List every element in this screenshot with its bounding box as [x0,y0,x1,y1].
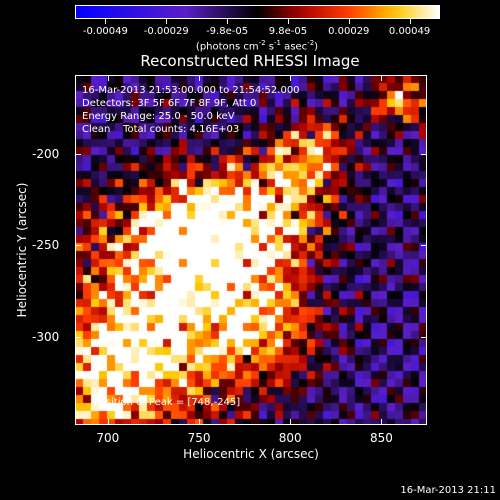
x-tick [290,75,292,81]
x-tick-label: 850 [369,431,393,445]
chart-title: Reconstructed RHESSI Image [140,52,360,70]
colorbar-tick [409,19,411,24]
x-tick [107,419,109,425]
y-tick [75,245,81,247]
timestamp: 16-Mar-2013 21:11 [400,485,496,496]
x-tick-label: 700 [96,431,120,445]
x-tick [107,75,109,81]
x-tick [199,75,201,81]
colorbar-tick-label: 0.00029 [328,26,370,37]
y-tick [421,153,427,155]
y-axis-title: Heliocentric Y (arcsec) [15,182,29,318]
heatmap-canvas [75,75,427,425]
heatmap-plot [75,75,427,425]
y-tick [75,337,81,339]
colorbar-tick-label: 9.8e-05 [268,26,308,37]
colorbar-tick [166,19,168,24]
info-detectors: Detectors: 3F 5F 6F 7F 8F 9F, Att 0 [82,98,257,109]
colorbar-tick-label: -0.00029 [143,26,189,37]
y-tick-label: -250 [32,238,60,253]
x-tick-label: 800 [278,431,302,445]
y-tick [421,245,427,247]
info-clean-counts: Clean Total counts: 4.16E+03 [82,124,240,135]
y-tick [75,153,81,155]
colorbar-units: (photons cm-2 s-1 asec-2) [195,39,319,53]
colorbar-tick-label: -0.00049 [82,26,128,37]
info-time-range: 16-Mar-2013 21:53:00.000 to 21:54:52.000 [82,85,300,96]
x-tick [290,419,292,425]
colorbar [75,5,440,19]
colorbar-tick [287,19,289,24]
colorbar-tick-label: -9.8e-05 [206,26,249,37]
x-tick [381,75,383,81]
info-energy-range: Energy Range: 25.0 - 50.0 keV [82,111,235,122]
x-tick-label: 750 [187,431,211,445]
x-tick [381,419,383,425]
y-tick-label: -200 [32,146,60,161]
x-tick [199,419,201,425]
peak-position-label: Position of Peak = [748,-245] [94,397,241,408]
colorbar-tick [105,19,107,24]
y-tick-label: -300 [32,330,60,345]
x-axis-title: Heliocentric X (arcsec) [183,447,319,461]
colorbar-tick [348,19,350,24]
colorbar-tick [227,19,229,24]
y-tick [421,337,427,339]
colorbar-tick-label: 0.00049 [388,26,431,37]
